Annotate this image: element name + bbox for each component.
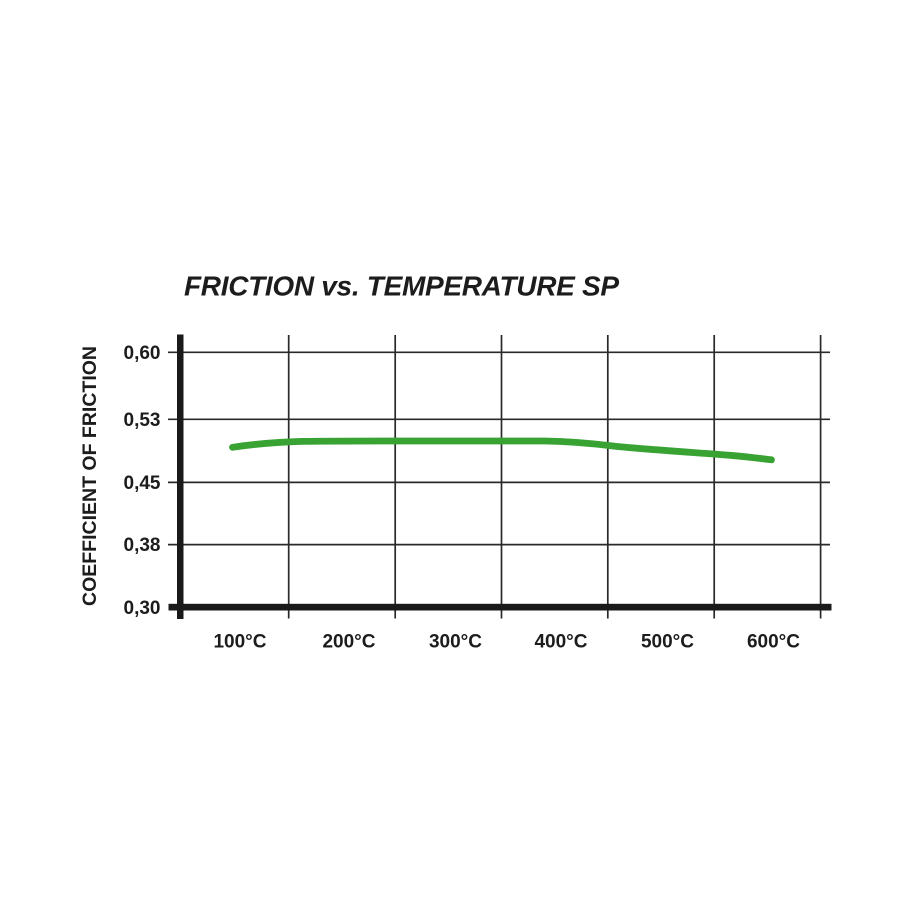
svg-text:0,45: 0,45 bbox=[124, 473, 161, 494]
svg-text:300°C: 300°C bbox=[429, 632, 482, 653]
svg-text:0,60: 0,60 bbox=[124, 343, 161, 364]
svg-text:FRICTION vs. TEMPERATURE SP: FRICTION vs. TEMPERATURE SP bbox=[184, 271, 619, 302]
svg-text:200°C: 200°C bbox=[322, 632, 375, 653]
svg-text:COEFFICIENT OF FRICTION: COEFFICIENT OF FRICTION bbox=[79, 346, 101, 606]
svg-text:100°C: 100°C bbox=[213, 632, 266, 653]
svg-text:0,38: 0,38 bbox=[124, 535, 161, 556]
svg-text:0,53: 0,53 bbox=[124, 410, 161, 431]
svg-text:500°C: 500°C bbox=[641, 632, 694, 653]
svg-text:0,30: 0,30 bbox=[124, 598, 161, 619]
svg-text:400°C: 400°C bbox=[534, 632, 587, 653]
svg-text:600°C: 600°C bbox=[747, 632, 800, 653]
